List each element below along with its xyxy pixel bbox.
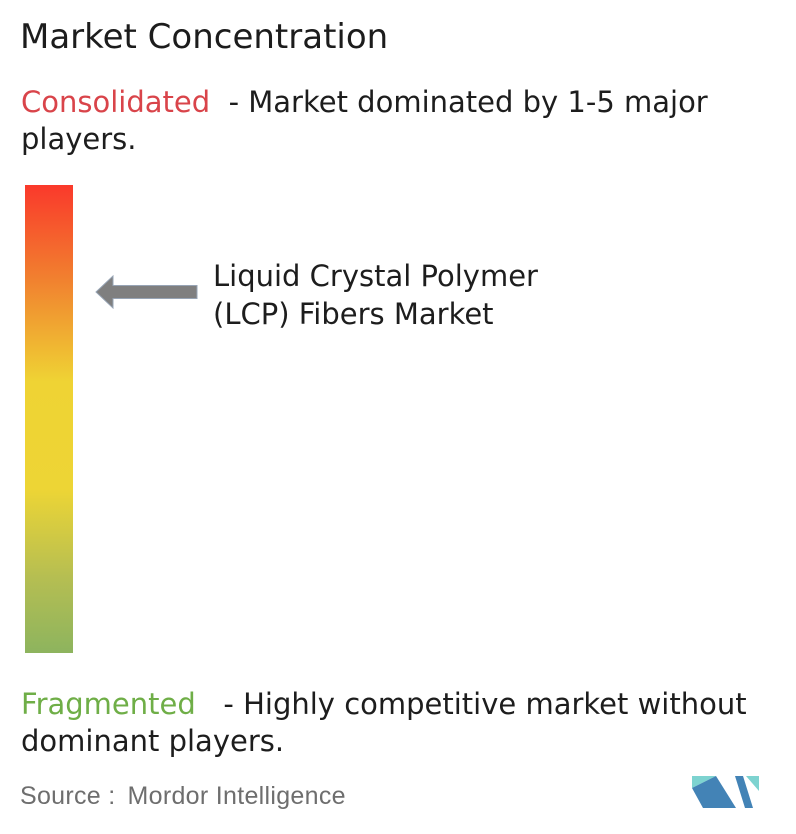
fragmented-description: Fragmented - Highly competitive market w… — [21, 686, 791, 760]
market-pointer-label-line1: Liquid Crystal Polymer — [213, 259, 538, 293]
market-pointer-label-line2: (LCP) Fibers Market — [213, 297, 494, 331]
source-attribution: Source : Mordor Intelligence — [20, 781, 346, 811]
left-arrow-icon — [95, 275, 198, 309]
source-name: Mordor Intelligence — [127, 782, 346, 810]
consolidated-label: Consolidated — [21, 85, 211, 119]
source-prefix: Source : — [20, 782, 116, 810]
consolidated-description-text: - Market dominated by 1-5 major players. — [21, 85, 708, 156]
concentration-gradient-bar — [25, 185, 73, 653]
mordor-intelligence-logo-icon — [692, 776, 759, 808]
page-title: Market Concentration — [20, 17, 389, 57]
fragmented-description-text: - Highly competitive market without domi… — [21, 687, 747, 758]
consolidated-description: Consolidated - Market dominated by 1-5 m… — [21, 84, 791, 158]
market-pointer-label: Liquid Crystal Polymer (LCP) Fibers Mark… — [213, 257, 538, 333]
fragmented-label: Fragmented — [21, 687, 196, 721]
